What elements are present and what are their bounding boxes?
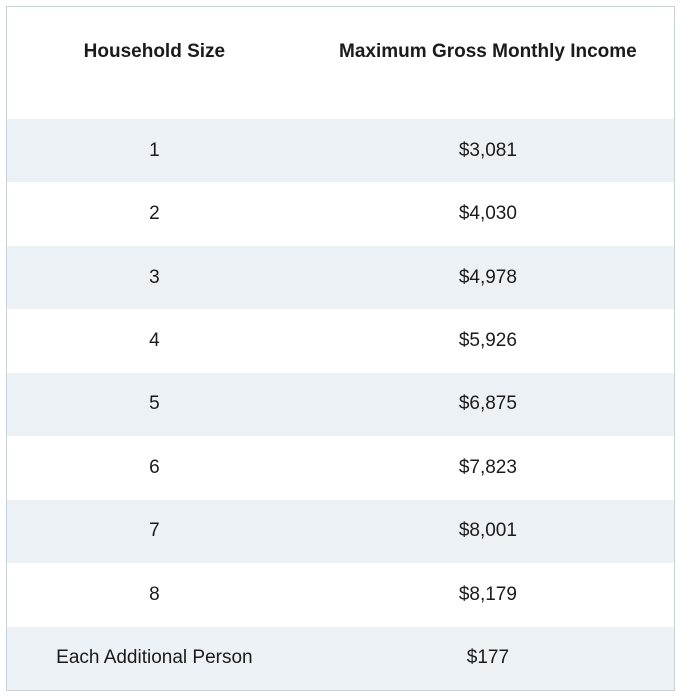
household-size-cell: 7 — [149, 520, 160, 542]
income-cell: $177 — [466, 647, 510, 669]
household-size-cell: 1 — [149, 139, 160, 161]
column-header-max-gross-monthly-income: Maximum Gross Monthly Income — [301, 7, 674, 119]
household-size-cell: 8 — [149, 583, 160, 605]
income-cell: $8,001 — [458, 520, 517, 542]
income-limits-table: Household Size Maximum Gross Monthly Inc… — [7, 7, 674, 690]
table-row: 8 $8,179 — [7, 563, 674, 627]
table-row: Each Additional Person $177 — [7, 626, 674, 690]
household-size-cell: 6 — [149, 456, 160, 478]
column-header-household-size: Household Size — [7, 7, 302, 119]
table-row: 2 $4,030 — [7, 182, 674, 246]
table-row: 5 $6,875 — [7, 372, 674, 437]
household-size-cell: 3 — [149, 266, 160, 288]
table-row: 6 $7,823 — [7, 436, 674, 500]
income-cell: $3,081 — [458, 139, 517, 161]
income-cell: $4,978 — [458, 266, 517, 288]
income-cell: $5,926 — [458, 330, 517, 352]
household-size-cell: 4 — [149, 330, 160, 352]
household-size-cell: 5 — [149, 393, 160, 415]
table-row: 4 $5,926 — [7, 309, 674, 373]
income-table-container: Household Size Maximum Gross Monthly Inc… — [6, 6, 675, 691]
table-row: 3 $4,978 — [7, 245, 674, 310]
table-row: 7 $8,001 — [7, 499, 674, 564]
table-header: Household Size Maximum Gross Monthly Inc… — [7, 7, 674, 119]
income-cell: $8,179 — [458, 583, 517, 605]
table-body: 1 $3,081 2 $4,030 3 $4,978 4 $5,926 5 $6,875 6 $7,8… — [7, 119, 674, 690]
income-cell: $7,823 — [458, 456, 517, 478]
income-cell: $4,030 — [458, 203, 517, 225]
table-row: 1 $3,081 — [7, 119, 674, 183]
household-size-cell: Each Additional Person — [56, 647, 253, 669]
income-cell: $6,875 — [458, 393, 517, 415]
household-size-cell: 2 — [149, 203, 160, 225]
table-header-row: Household Size Maximum Gross Monthly Inc… — [7, 7, 674, 119]
